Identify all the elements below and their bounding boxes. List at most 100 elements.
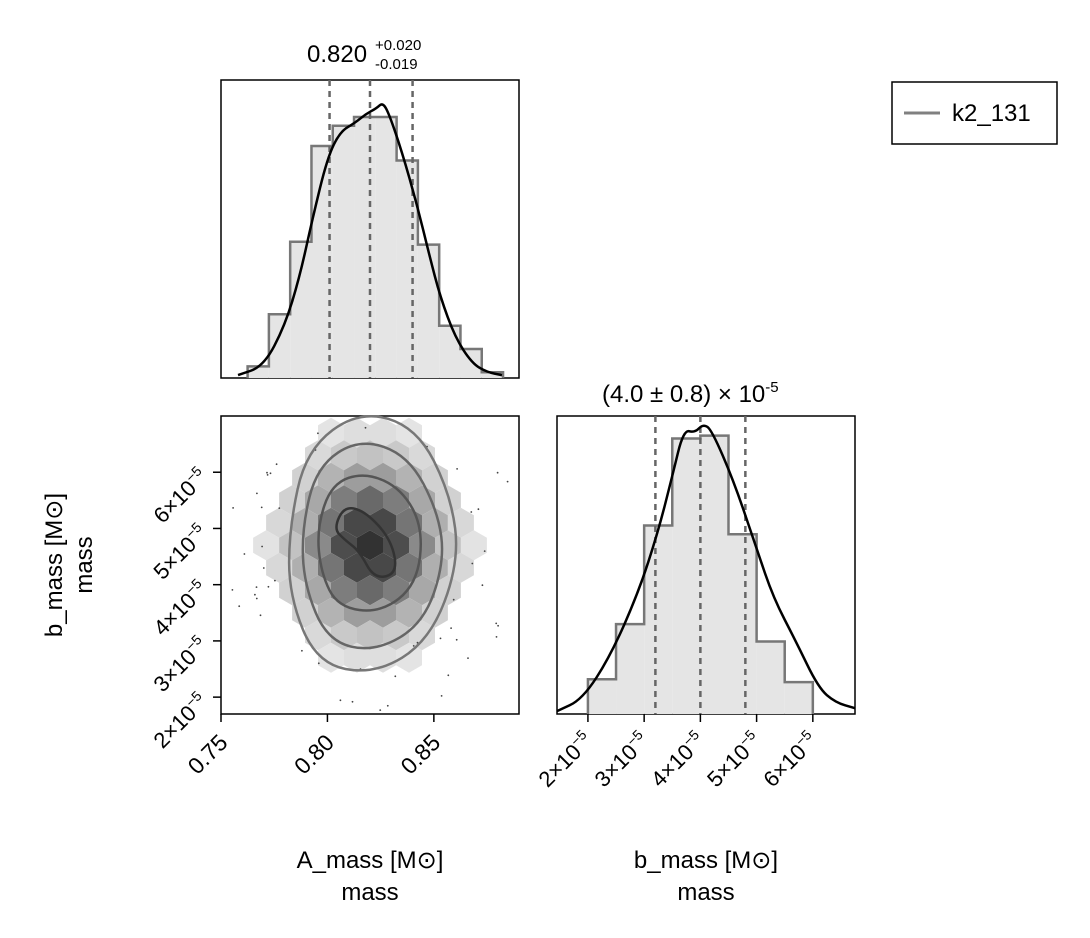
legend-label: k2_131 xyxy=(952,100,1031,127)
x-tick-label-a: 0.80 xyxy=(289,729,339,779)
x-tick-label-b: 3×10−5 xyxy=(588,726,654,792)
hexbin-cell xyxy=(344,417,370,448)
hexbin-cell xyxy=(460,530,487,561)
scatter-point xyxy=(278,507,281,509)
a-mass-histogram-panel: 0.820 +0.020 -0.019 xyxy=(220,37,520,379)
b-mass-title: (4.0 ± 0.8) × 10-5 xyxy=(602,379,779,408)
hexbin-cell xyxy=(435,485,461,516)
scatter-point xyxy=(317,662,320,665)
y-tick-label-b: 5×10−5 xyxy=(147,519,213,585)
a-mass-hist-bar xyxy=(375,117,397,378)
scatter-point xyxy=(379,709,382,711)
scatter-point xyxy=(266,471,268,474)
hexbin-cell xyxy=(357,620,383,651)
hexbin-cell xyxy=(370,462,396,493)
hexbin-cell xyxy=(370,417,396,448)
hexbin-cell xyxy=(383,440,409,471)
hexbin-cell xyxy=(357,440,383,471)
x-tick-label-b: 2×10−5 xyxy=(532,726,598,792)
a-mass-hist-outline xyxy=(246,115,505,378)
contour-outer2 xyxy=(287,415,458,672)
scatter-point xyxy=(467,657,469,659)
scatter-point xyxy=(470,511,473,513)
x-tick-label-b: 6×10−5 xyxy=(757,726,823,792)
scatter-point xyxy=(456,468,458,470)
scatter-point xyxy=(439,637,442,640)
hexbin-cell xyxy=(383,530,409,561)
scatter-point xyxy=(274,579,276,582)
y-tick-label-b: 6×10−5 xyxy=(147,463,213,529)
scatter-point xyxy=(232,507,235,509)
hexbin-cell xyxy=(344,642,370,673)
hexbin-cell xyxy=(409,440,435,471)
a-mass-hist-bar xyxy=(332,125,355,378)
scatter-point xyxy=(266,474,269,476)
hexbin-cell xyxy=(344,462,370,493)
hexbin-cell xyxy=(357,485,383,516)
joint-hexbin-panel xyxy=(220,415,520,715)
a-mass-hist-bar xyxy=(460,349,482,378)
scatter-point xyxy=(386,704,389,707)
x-axis-title-b-line1: b_mass [M⊙] xyxy=(634,847,778,874)
a-mass-title-lower-error: -0.019 xyxy=(375,56,418,73)
x-axis-title-b-line2: mass xyxy=(677,879,734,906)
scatter-point xyxy=(261,545,263,548)
scatter-point xyxy=(495,636,498,638)
scatter-point xyxy=(301,649,303,652)
b-mass-hist-bar xyxy=(672,438,701,714)
y-tick-label-b: 4×10−5 xyxy=(147,575,213,641)
b-mass-hist-bar xyxy=(644,525,673,714)
hexbin-cell xyxy=(357,530,383,561)
b-mass-hist-bar xyxy=(728,534,757,714)
scatter-point xyxy=(243,553,246,555)
hexbin-cell xyxy=(318,642,344,673)
x-tick-label-b: 5×10−5 xyxy=(701,726,767,792)
b-mass-title-exponent: -5 xyxy=(765,379,778,396)
scatter-point xyxy=(495,622,498,625)
a-mass-kde-curve xyxy=(237,103,503,377)
a-mass-title-upper-error: +0.020 xyxy=(375,37,421,54)
hexbin-cell xyxy=(370,507,396,538)
scatter-point xyxy=(254,593,256,596)
scatter-point xyxy=(497,624,499,627)
hexbin-cell xyxy=(305,440,331,471)
b-mass-hist-bar xyxy=(784,682,813,714)
scatter-point xyxy=(269,472,272,475)
scatter-point xyxy=(238,605,241,608)
y-axis-title-b-line2: mass xyxy=(71,536,98,593)
hexbin-cell xyxy=(344,507,370,538)
a-mass-hist-bar xyxy=(268,314,291,378)
a-mass-hist-bar xyxy=(417,244,440,378)
contour-mid xyxy=(317,474,423,612)
hexbin-cell xyxy=(409,620,435,651)
hexbin-cell xyxy=(331,620,357,651)
hexbin-cell xyxy=(266,507,293,538)
scatter-point xyxy=(275,463,278,466)
b-mass-kde-curve xyxy=(556,424,856,713)
scatter-point xyxy=(483,550,486,552)
scatter-point xyxy=(231,589,234,591)
scatter-point xyxy=(477,508,480,511)
b-mass-histogram-panel: (4.0 ± 0.8) × 10-5 xyxy=(556,379,856,715)
scatter-point xyxy=(506,480,509,483)
scatter-point xyxy=(351,700,354,703)
scatter-point xyxy=(440,695,443,697)
scatter-point xyxy=(394,675,397,678)
a-mass-hist-bar xyxy=(439,325,461,378)
x-tick-label-a: 0.85 xyxy=(395,729,445,779)
x-tick-label-b: 4×10−5 xyxy=(644,726,710,792)
x-axis-title-a: A_mass [M⊙] mass xyxy=(297,847,444,906)
scatter-point xyxy=(481,584,484,587)
scatter-point xyxy=(416,641,419,644)
scatter-point xyxy=(452,598,455,601)
hexbin-cell xyxy=(253,530,280,561)
scatter-point xyxy=(447,674,450,677)
hexbin-cell xyxy=(383,575,409,606)
y-axis-title-b-line1: b_mass [M⊙] xyxy=(41,493,68,637)
hexbin-cell xyxy=(409,575,435,606)
x-tick-label-a: 0.75 xyxy=(182,729,232,779)
scatter-point xyxy=(255,597,258,600)
hexbin-cell xyxy=(279,485,305,516)
hexbin-cell xyxy=(357,575,383,606)
